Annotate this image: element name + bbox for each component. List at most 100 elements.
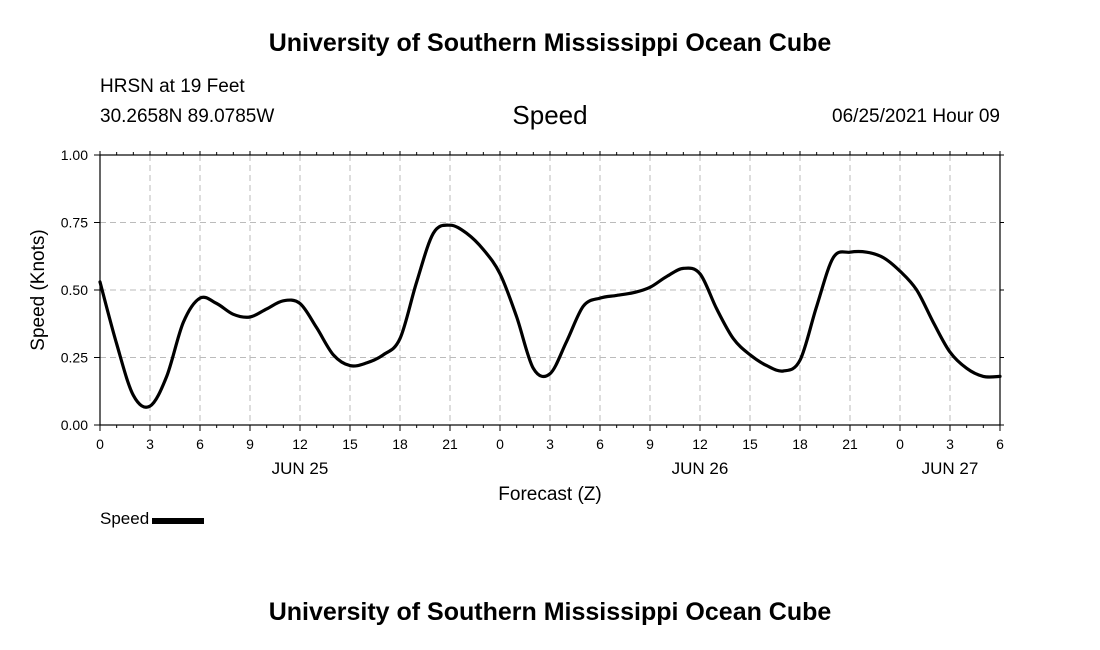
speed-series-line (98, 223, 1002, 409)
speed-data-point (565, 340, 568, 343)
speed-data-point (599, 297, 602, 300)
y-tick-label: 0.25 (61, 350, 88, 366)
speed-data-point (849, 251, 852, 254)
x-tick-label: 3 (146, 436, 154, 452)
x-tick-label: 0 (496, 436, 504, 452)
station-label: HRSN at 19 Feet (100, 76, 245, 97)
speed-data-point (532, 367, 535, 370)
y-tick-label: 0.50 (61, 282, 88, 298)
grid (100, 155, 1000, 425)
speed-data-point (399, 337, 402, 340)
speed-data-point (132, 394, 135, 397)
speed-data-point (832, 256, 835, 259)
x-tick-label: 21 (842, 436, 858, 452)
y-axis-label: Speed (Knots) (28, 229, 49, 350)
speed-data-point (415, 280, 418, 283)
speed-data-point (865, 251, 868, 254)
x-tick-label: 6 (196, 436, 204, 452)
speed-data-point (765, 364, 768, 367)
x-tick-label: 18 (792, 436, 808, 452)
speed-data-point (499, 272, 502, 275)
chart-title: University of Southern Mississippi Ocean… (268, 29, 832, 57)
speed-data-point (732, 337, 735, 340)
y-tick-label: 0.75 (61, 215, 88, 231)
speed-data-point (99, 280, 102, 283)
speed-data-point (299, 302, 302, 305)
x-tick-label: 6 (996, 436, 1004, 452)
legend: Speed (100, 509, 205, 529)
axis-ticks (94, 151, 1004, 431)
x-tick-label: 9 (646, 436, 654, 452)
x-tick-label: 0 (896, 436, 904, 452)
x-tick-label: 9 (246, 436, 254, 452)
x-axis-label: Forecast (Z) (498, 484, 601, 505)
chart-subtitle: Speed (512, 100, 588, 130)
legend-label: Speed (100, 509, 150, 528)
speed-data-point (549, 372, 552, 375)
speed-data-point (215, 302, 218, 305)
x-tick-label: 12 (692, 436, 708, 452)
x-tick-label: 21 (442, 436, 458, 452)
speed-data-point (149, 405, 152, 408)
x-axis-date-labels: JUN 25 JUN 26 JUN 27 (272, 459, 979, 478)
datetime-label: 06/25/2021 Hour 09 (832, 106, 1000, 127)
speed-data-point (815, 305, 818, 308)
speed-data-point (982, 375, 985, 378)
y-tick-label: 0.00 (61, 417, 88, 433)
speed-data-point (949, 351, 952, 354)
speed-data-point (465, 232, 468, 235)
speed-data-point (665, 275, 668, 278)
speed-data-point (382, 353, 385, 356)
x-tick-label: 0 (96, 436, 104, 452)
speed-data-point (699, 272, 702, 275)
speed-data-point (715, 307, 718, 310)
x-tick-label: 12 (292, 436, 308, 452)
speed-data-point (232, 313, 235, 316)
speed-data-point (782, 370, 785, 373)
coordinates-label: 30.2658N 89.0785W (100, 106, 275, 127)
speed-data-point (932, 321, 935, 324)
speed-data-point (265, 307, 268, 310)
speed-data-point (282, 299, 285, 302)
x-axis-tick-labels: 0 3 6 9 12 15 18 21 0 3 6 9 12 15 18 21 0 3 6 (96, 436, 1004, 452)
speed-data-point (649, 286, 652, 289)
speed-data-point (682, 267, 685, 270)
date-label: JUN 27 (922, 459, 979, 478)
speed-data-point (582, 305, 585, 308)
x-tick-label: 15 (342, 436, 358, 452)
x-tick-label: 15 (742, 436, 758, 452)
speed-data-point (365, 361, 368, 364)
speed-data-point (482, 248, 485, 251)
speed-data-point (432, 232, 435, 235)
speed-data-point (449, 224, 452, 227)
speed-data-point (899, 270, 902, 273)
speed-data-point (882, 256, 885, 259)
speed-data-point (182, 321, 185, 324)
footer-title: University of Southern Mississippi Ocean… (268, 598, 832, 626)
date-label: JUN 25 (272, 459, 329, 478)
speed-data-point (965, 367, 968, 370)
speed-data-point (199, 297, 202, 300)
speed-data-point (999, 375, 1002, 378)
speed-data-point (515, 316, 518, 319)
x-tick-label: 6 (596, 436, 604, 452)
x-tick-label: 18 (392, 436, 408, 452)
speed-data-point (115, 343, 118, 346)
date-label: JUN 26 (672, 459, 729, 478)
x-tick-label: 3 (546, 436, 554, 452)
speed-data-point (749, 353, 752, 356)
speed-data-point (349, 364, 352, 367)
speed-data-point (632, 291, 635, 294)
speed-data-point (165, 375, 168, 378)
speed-data-point (615, 294, 618, 297)
speed-data-point (315, 326, 318, 329)
legend-line-swatch (152, 518, 205, 524)
speed-data-point (249, 316, 252, 319)
speed-data-point (799, 359, 802, 362)
x-tick-label: 3 (946, 436, 954, 452)
y-tick-label: 1.00 (61, 147, 88, 163)
speed-data-point (915, 289, 918, 292)
y-axis-tick-labels: 0.00 0.25 0.50 0.75 1.00 (61, 147, 88, 433)
speed-data-point (332, 353, 335, 356)
